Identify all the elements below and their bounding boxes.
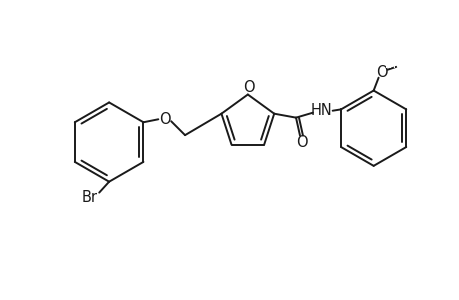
- Text: HN: HN: [310, 103, 332, 118]
- Text: O: O: [375, 65, 386, 80]
- Text: methoxy: methoxy: [384, 60, 433, 70]
- Text: O: O: [242, 80, 254, 95]
- Text: Br: Br: [81, 190, 97, 205]
- Text: O: O: [159, 112, 171, 127]
- Text: O: O: [296, 135, 307, 150]
